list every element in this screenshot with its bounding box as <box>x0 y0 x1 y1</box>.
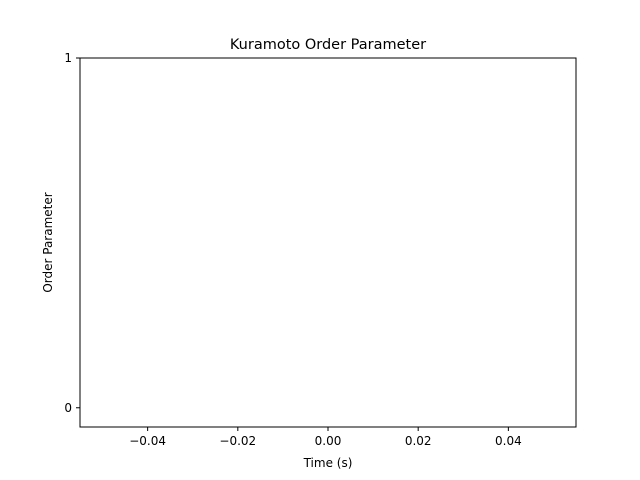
y-tick-label: 1 <box>64 51 72 65</box>
chart-title: Kuramoto Order Parameter <box>230 37 426 53</box>
y-tick-label: 0 <box>64 401 72 415</box>
y-axis-ticks: 01 <box>64 51 80 415</box>
x-tick-label: 0.04 <box>495 434 522 448</box>
x-axis-ticks: −0.04 −0.02 0.00 0.02 0.04 <box>129 427 522 448</box>
x-tick-label: 0.00 <box>315 434 342 448</box>
x-tick-label: −0.02 <box>219 434 256 448</box>
x-tick-label: −0.04 <box>129 434 166 448</box>
y-axis-label: Order Parameter <box>41 192 55 292</box>
x-tick-label: 0.02 <box>405 434 432 448</box>
x-axis-label: Time (s) <box>303 456 353 470</box>
